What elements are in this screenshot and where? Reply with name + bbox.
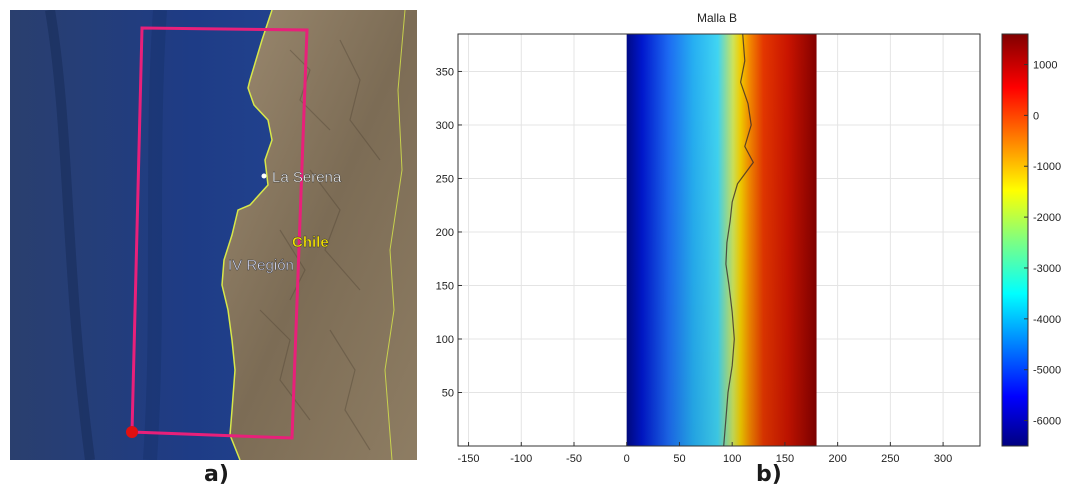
- x-tick-label: 50: [673, 453, 685, 465]
- city-marker: [262, 174, 267, 179]
- x-tick-label: 0: [624, 453, 630, 465]
- y-tick-label: 250: [436, 173, 454, 185]
- colorbar-tick-label: -1000: [1033, 161, 1061, 173]
- country-label: Chile: [292, 234, 329, 251]
- panel-a-caption: a): [204, 462, 229, 487]
- satellite-map: La Serena Chile IV Región: [10, 10, 417, 460]
- x-tick-label: 100: [723, 453, 741, 465]
- colorbar-tick-label: 1000: [1033, 60, 1057, 72]
- y-tick-label: 300: [436, 120, 454, 132]
- y-tick-label: 350: [436, 66, 454, 78]
- colorbar-tick-label: 0: [1033, 110, 1039, 122]
- origin-marker: [126, 426, 138, 438]
- colorbar: [1002, 34, 1028, 446]
- colorbar-tick-label: -2000: [1033, 212, 1061, 224]
- ocean-ridge: [150, 10, 160, 460]
- x-tick-label: 300: [934, 453, 952, 465]
- raster-shading: [627, 34, 817, 446]
- colorbar-tick-label: -4000: [1033, 314, 1061, 326]
- x-tick-label: 200: [828, 453, 846, 465]
- colorbar-tick-label: -3000: [1033, 263, 1061, 275]
- x-tick-label: -50: [566, 453, 582, 465]
- y-tick-label: 100: [436, 334, 454, 346]
- panel-b-caption: b): [756, 462, 782, 487]
- y-tick-label: 150: [436, 280, 454, 292]
- x-tick-label: -100: [510, 453, 532, 465]
- region-label: IV Región: [228, 257, 294, 274]
- y-tick-label: 200: [436, 227, 454, 239]
- city-label: La Serena: [272, 169, 342, 186]
- bathymetry-plot: Malla B -150 -100 -50 0 50 100 150 200 250 300 50…: [430, 0, 1068, 491]
- y-tick-label: 50: [442, 387, 454, 399]
- colorbar-tick-label: -6000: [1033, 416, 1061, 428]
- colorbar-axis: 1000 0 -1000 -2000 -3000 -4000 -5000 -6000: [1024, 60, 1061, 428]
- chart-title: Malla B: [697, 11, 737, 25]
- colorbar-tick-label: -5000: [1033, 365, 1061, 377]
- x-tick-label: -150: [458, 453, 480, 465]
- x-tick-label: 250: [881, 453, 899, 465]
